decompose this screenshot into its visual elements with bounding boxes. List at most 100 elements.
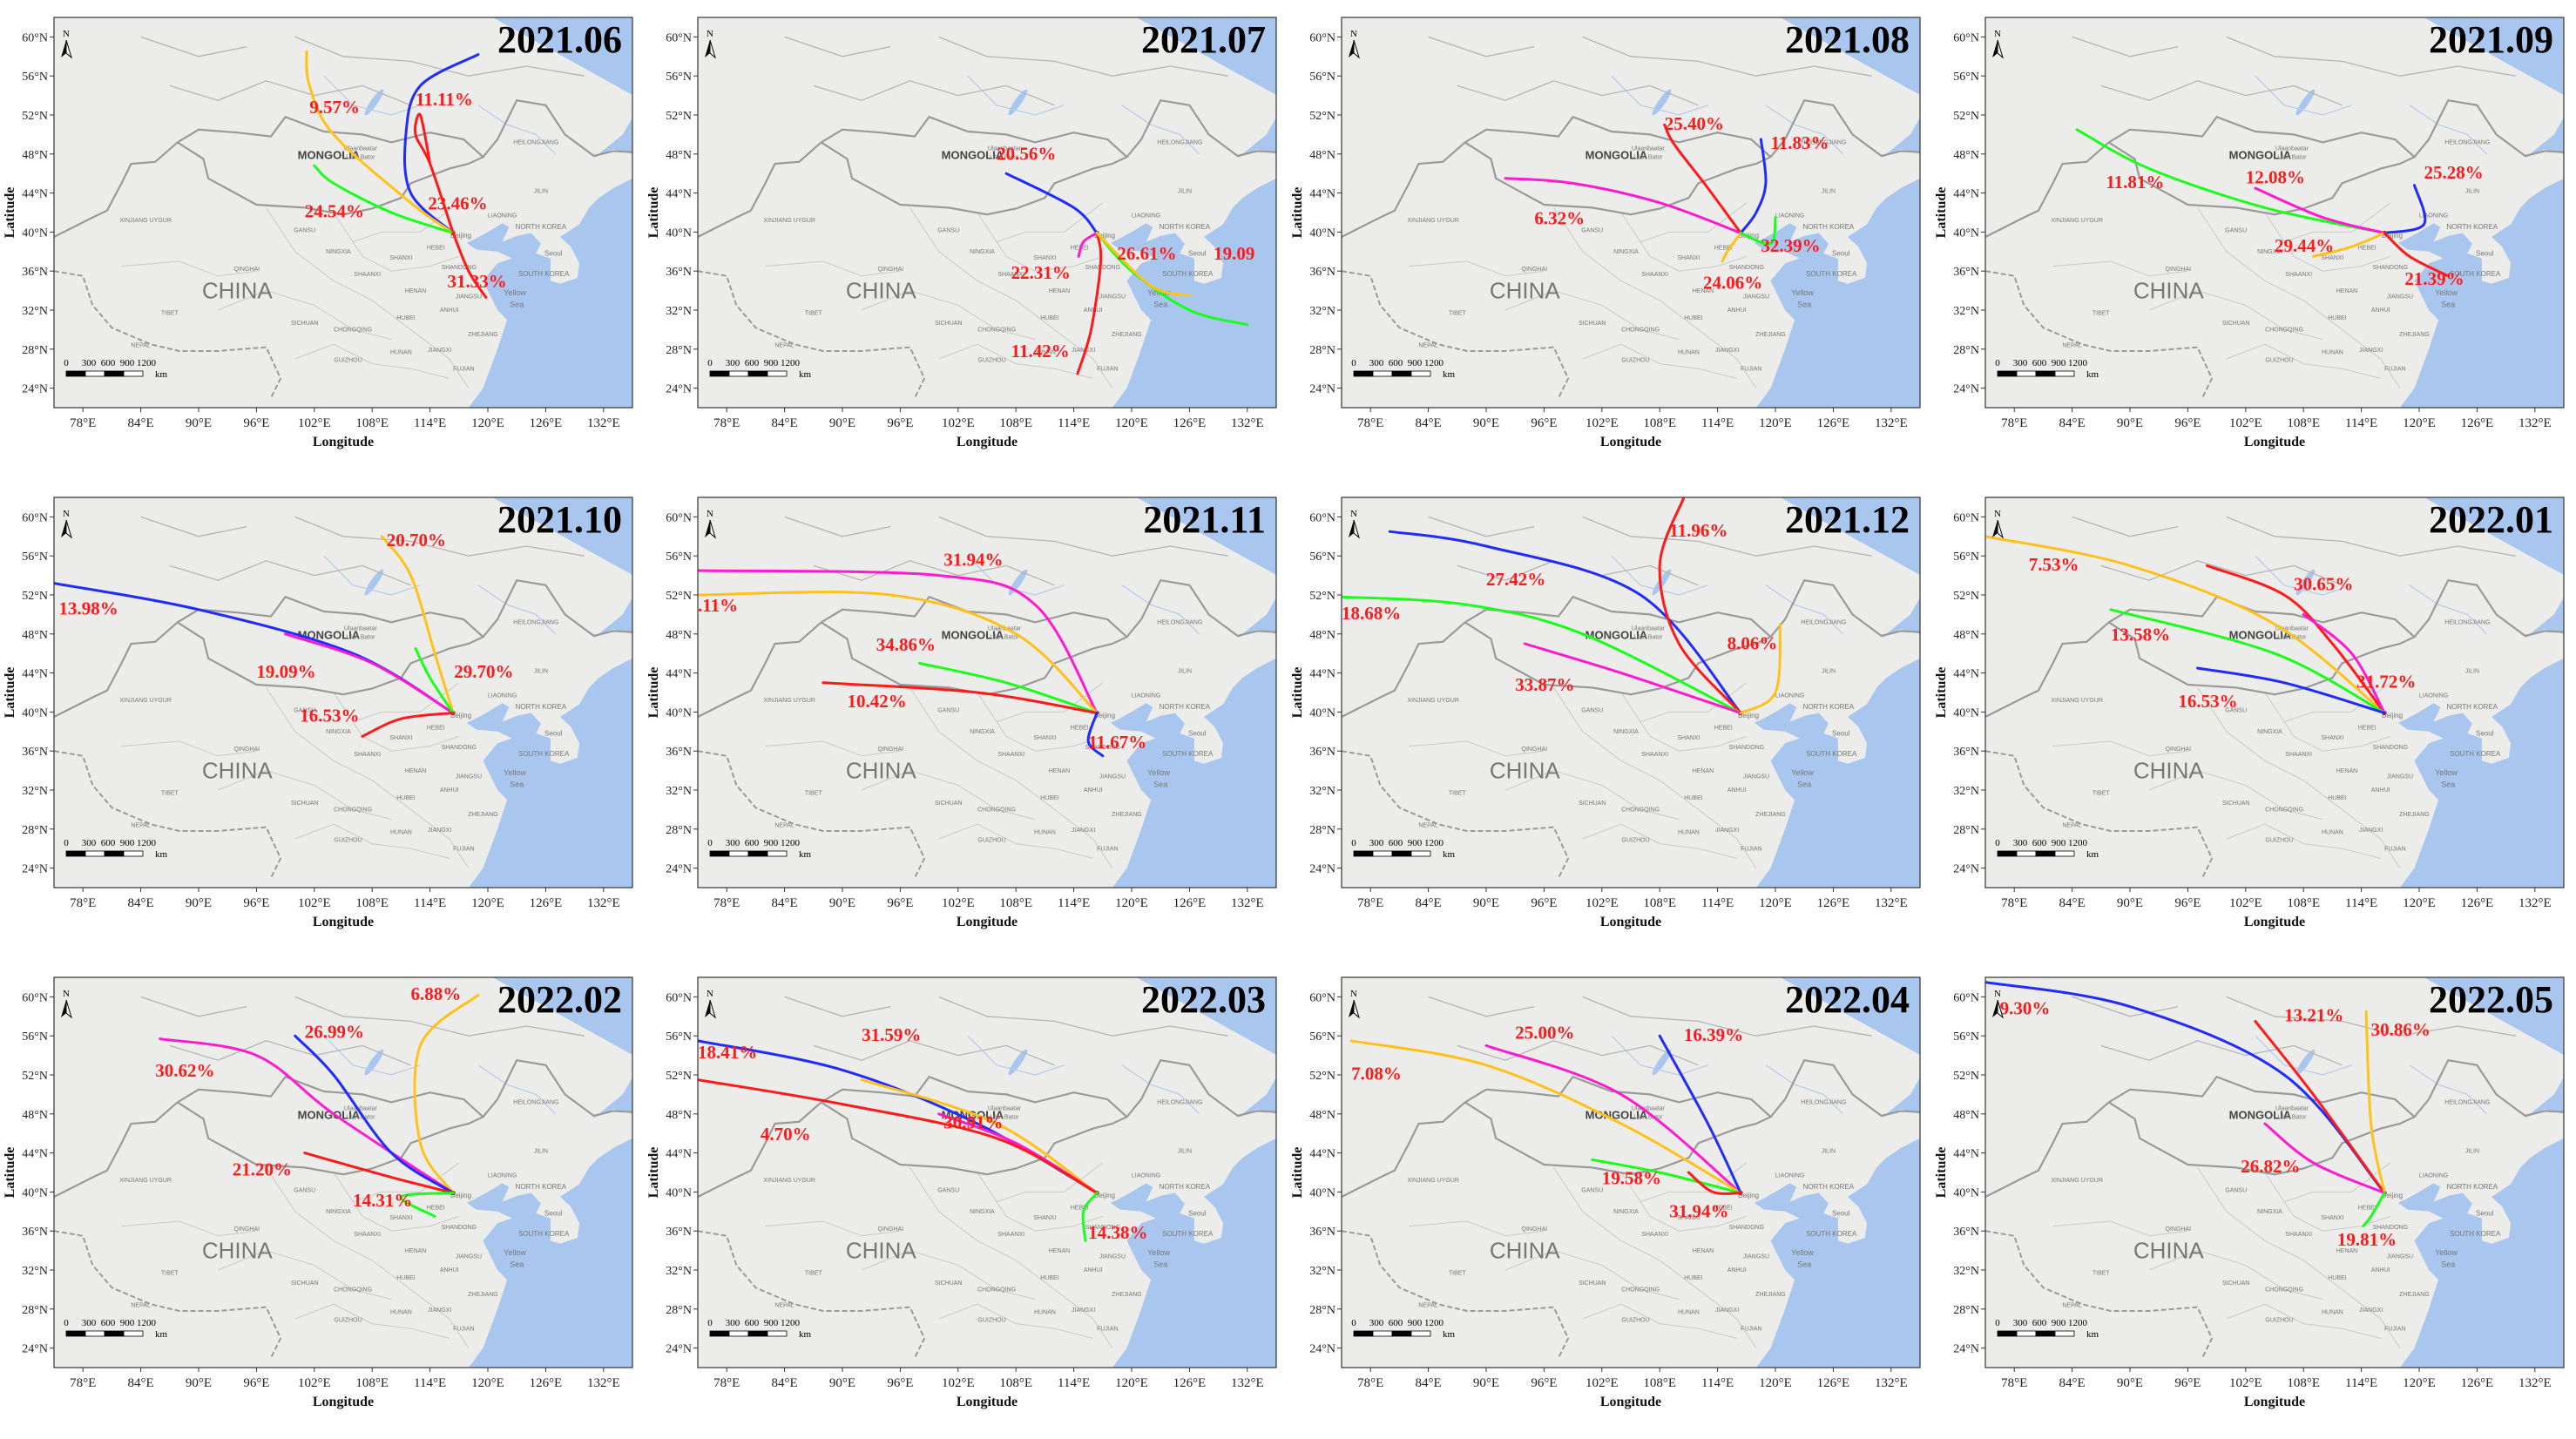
- cluster-percentage-label: 30.65%: [2294, 573, 2353, 594]
- lat-tick-label: 48°N: [1309, 1109, 1335, 1122]
- map-label-anhui: ANHUI: [1727, 787, 1747, 794]
- lat-tick-label: 24°N: [22, 863, 48, 876]
- lon-tick-label: 78°E: [713, 896, 740, 910]
- map-label-seoul: Seoul: [1188, 729, 1207, 737]
- lat-tick-label: 36°N: [22, 746, 48, 759]
- map-label-xinjiang: XINJIANG UYGUR: [119, 698, 172, 704]
- map-label-hunan: HUNAN: [2322, 349, 2343, 355]
- svg-text:600: 600: [745, 838, 760, 848]
- cluster-percentage-label: 27.42%: [1486, 569, 1545, 590]
- svg-text:900: 900: [1408, 358, 1423, 368]
- cluster-percentage-label: 14.38%: [1088, 1222, 1147, 1243]
- map-label-north_korea: NORTH KOREA: [2447, 703, 2498, 711]
- lon-tick-label: 84°E: [128, 896, 154, 910]
- map-label-yellow_sea: Yellow: [1791, 768, 1814, 777]
- map-label-jilin: JILIN: [1178, 669, 1192, 675]
- map-label-yellow_sea2: Sea: [2441, 780, 2455, 789]
- cluster-percentage-label: 24.54%: [305, 201, 364, 222]
- map-label-jiangsu: JIANGSU: [456, 774, 482, 780]
- map-label-gansu: GANSU: [294, 1187, 315, 1193]
- lon-tick-label: 90°E: [2117, 416, 2143, 430]
- cluster-percentage-label: 31.94%: [1669, 1201, 1728, 1222]
- map-label-hubei: HUBEI: [2328, 315, 2346, 321]
- lon-tick-label: 120°E: [1115, 896, 1148, 910]
- lon-tick-label: 78°E: [1357, 1376, 1383, 1390]
- map-panel-2021-07: MONGOLIA CHINA Beijing Ulaanbaatar Ulan Bato…: [644, 0, 1287, 479]
- map-label-seoul: Seoul: [1832, 729, 1850, 737]
- map-label-china: CHINA: [846, 1238, 917, 1264]
- map-label-china: CHINA: [202, 278, 274, 304]
- lat-tick-label: 28°N: [22, 824, 48, 837]
- map-label-hunan: HUNAN: [390, 349, 412, 355]
- cluster-percentage-label: 31.72%: [2356, 671, 2416, 692]
- map-label-ningxia: NINGXIA: [2257, 729, 2282, 735]
- map-label-yellow_sea2: Sea: [510, 1260, 524, 1269]
- map-label-qinghai: QINGHAI: [878, 267, 904, 273]
- svg-text:0: 0: [707, 838, 713, 848]
- svg-text:600: 600: [1389, 358, 1403, 368]
- svg-text:900: 900: [764, 838, 779, 848]
- cluster-percentage-label: 7.08%: [1351, 1064, 1402, 1084]
- svg-text:600: 600: [101, 1318, 116, 1328]
- map-label-hubei: HUBEI: [396, 315, 415, 321]
- lat-tick-label: 24°N: [22, 383, 48, 396]
- map-label-yellow_sea2: Sea: [1153, 1260, 1167, 1269]
- map-label-ningxia: NINGXIA: [1613, 1209, 1639, 1215]
- svg-text:900: 900: [2052, 838, 2066, 848]
- svg-text:N: N: [1994, 29, 2001, 39]
- lon-tick-label: 102°E: [942, 896, 975, 910]
- lat-tick-label: 24°N: [1309, 863, 1335, 876]
- lon-tick-label: 90°E: [1473, 1376, 1499, 1390]
- map-panel-2021-06: MONGOLIA CHINA Beijing Ulaanbaatar Ulan Bato…: [0, 0, 643, 479]
- map-label-hunan: HUNAN: [390, 1309, 412, 1315]
- cluster-percentage-label: 4.70%: [761, 1124, 811, 1145]
- lat-tick-label: 24°N: [1309, 383, 1335, 396]
- lon-tick-label: 126°E: [1817, 896, 1850, 910]
- map-label-sichuan: SICHUAN: [1579, 321, 1606, 327]
- lon-tick-label: 78°E: [1357, 896, 1383, 910]
- map-label-zhejiang: ZHEJIANG: [1755, 332, 1786, 338]
- map-label-ningxia: NINGXIA: [970, 249, 995, 255]
- map-label-south_korea: SOUTH KOREA: [1162, 1230, 1214, 1238]
- lat-tick-label: 32°N: [666, 1265, 692, 1278]
- map-label-fujian: FUJIAN: [1741, 366, 1762, 372]
- lon-tick-label: 78°E: [70, 416, 96, 430]
- lat-tick-label: 28°N: [1953, 824, 1979, 837]
- panel-title: 2021.06: [497, 18, 622, 61]
- map-label-chongqing: CHONGQING: [977, 807, 1016, 814]
- map-label-tibet: TIBET: [805, 311, 823, 317]
- lon-tick-label: 96°E: [1531, 1376, 1557, 1390]
- map-label-jiangsu: JIANGSU: [1743, 294, 1769, 301]
- cluster-percentage-label: 24.06%: [1703, 272, 1762, 293]
- x-axis-title: Longitude: [2244, 435, 2305, 449]
- lat-tick-label: 56°N: [22, 71, 48, 84]
- map-label-shaanxi: SHAANXI: [1641, 752, 1668, 758]
- map-label-heilongjiang: HEILONGJIANG: [513, 620, 558, 626]
- lon-tick-label: 90°E: [186, 896, 212, 910]
- lon-tick-label: 126°E: [2461, 1376, 2494, 1390]
- svg-text:N: N: [707, 29, 713, 39]
- map-label-chongqing: CHONGQING: [977, 1287, 1016, 1294]
- map-label-hubei: HUBEI: [1040, 315, 1058, 321]
- lon-tick-label: 90°E: [1473, 416, 1499, 430]
- map-label-anhui: ANHUI: [440, 1267, 459, 1273]
- svg-text:600: 600: [745, 358, 760, 368]
- lon-tick-label: 120°E: [1115, 1376, 1148, 1390]
- svg-text:600: 600: [2032, 838, 2047, 848]
- lat-tick-label: 36°N: [22, 266, 48, 279]
- lon-tick-label: 90°E: [186, 416, 212, 430]
- lat-tick-label: 36°N: [666, 746, 692, 759]
- svg-text:1200: 1200: [1424, 1318, 1444, 1328]
- map-label-heilongjiang: HEILONGJIANG: [1157, 620, 1202, 626]
- svg-text:1200: 1200: [1424, 358, 1444, 368]
- map-label-sichuan: SICHUAN: [2222, 801, 2250, 807]
- lat-tick-label: 44°N: [666, 668, 692, 681]
- svg-text:1200: 1200: [2068, 1318, 2088, 1328]
- map-label-jiangxi: JIANGXI: [1715, 828, 1739, 834]
- map-label-shandong: SHANDONG: [1729, 265, 1764, 271]
- lat-tick-label: 40°N: [22, 706, 48, 720]
- lon-tick-label: 96°E: [887, 1376, 913, 1390]
- lon-tick-label: 108°E: [1643, 896, 1676, 910]
- lon-tick-label: 90°E: [2117, 1376, 2143, 1390]
- map-label-south_korea: SOUTH KOREA: [1162, 270, 1214, 278]
